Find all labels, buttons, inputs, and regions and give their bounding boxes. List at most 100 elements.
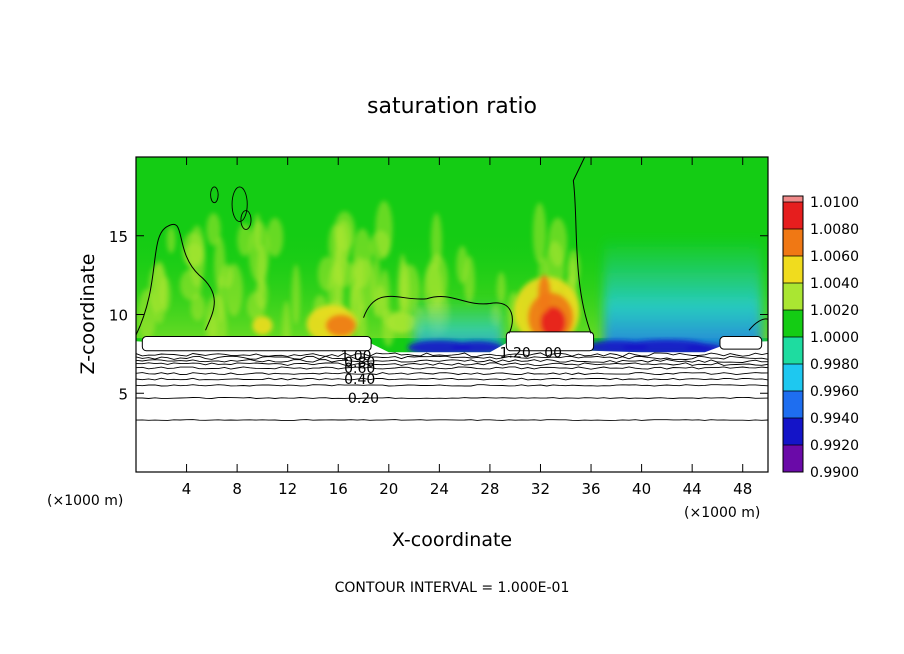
x-tick-label: 4 <box>182 480 192 498</box>
chart-title: saturation ratio <box>367 94 537 119</box>
moist-streak <box>375 200 393 258</box>
x-tick-label: 40 <box>632 480 651 498</box>
saturation-field <box>136 200 768 472</box>
plume <box>540 306 566 339</box>
contour-line <box>136 359 768 363</box>
cloud-block <box>719 336 763 350</box>
colorbar-swatch <box>783 337 803 364</box>
contour-line <box>136 396 768 399</box>
colorbar-swatch <box>783 364 803 391</box>
x-axis-ticks: 4 8 12 16 20 24 28 32 36 40 44 48 <box>182 157 752 498</box>
contour-label: 0.40 <box>344 372 375 388</box>
x-tick-label: 36 <box>581 480 600 498</box>
colorbar-label: 1.0100 <box>810 195 859 211</box>
plume <box>537 275 551 313</box>
cloud-block <box>505 331 595 352</box>
contour-line <box>136 377 768 381</box>
moist-streak <box>567 249 580 287</box>
x-tick-label: 24 <box>430 480 449 498</box>
plot-area <box>136 157 768 472</box>
moist-streak <box>398 253 408 317</box>
moist-streak <box>137 288 157 340</box>
isoline-loop <box>231 186 248 223</box>
x-axis-label: X-coordinate <box>392 529 512 551</box>
colorbar-label: 0.9900 <box>810 465 859 481</box>
x-axis-unit-left: (×1000 m) <box>47 493 123 509</box>
colorbar-label: 1.0060 <box>810 249 859 265</box>
colorbar-label: 0.9980 <box>810 357 859 373</box>
moist-streak <box>532 202 547 264</box>
contour-line <box>136 355 768 360</box>
contour-label: 00 <box>544 345 562 361</box>
moist-streak <box>166 226 176 254</box>
isoline-loop <box>240 210 252 230</box>
x-tick-label: 8 <box>232 480 242 498</box>
contour-line <box>136 372 768 376</box>
x-axis-unit-right: (×1000 m) <box>684 505 760 521</box>
x-tick-label: 20 <box>379 480 398 498</box>
moist-streak <box>208 314 218 339</box>
contour-label: 1.00 <box>340 348 371 364</box>
x-tick-label: 12 <box>278 480 297 498</box>
contour-label: 0.20 <box>348 391 379 407</box>
contour-line <box>136 419 768 421</box>
colorbar-label: 1.0000 <box>810 330 859 346</box>
contour-line <box>136 384 768 387</box>
moist-streak <box>152 261 167 324</box>
isoline <box>748 318 768 331</box>
colorbar-label: 1.0020 <box>810 303 859 319</box>
cyan-zone <box>603 235 762 353</box>
colorbar-swatch <box>783 445 803 472</box>
x-tick-label: 44 <box>683 480 702 498</box>
plume <box>252 316 273 335</box>
colorbar-swatch <box>783 202 803 229</box>
unsaturated-layer <box>136 338 768 472</box>
supersaturated-plumes <box>252 275 580 346</box>
contour-line <box>136 352 768 357</box>
contour-interval-footer: CONTOUR INTERVAL = 1.000E-01 <box>335 580 570 596</box>
contour-label: 1.20 <box>500 345 531 361</box>
contour-label: 0.60 <box>344 361 375 377</box>
blue-patch <box>407 340 471 355</box>
moist-streak <box>334 211 356 252</box>
moist-streak <box>206 212 221 246</box>
colorbar: 0.9900 0.9920 0.9940 0.9960 0.9980 1.0000 1.00… <box>782 195 859 481</box>
cloud-block <box>141 336 372 352</box>
colorbar-swatch <box>783 283 803 310</box>
plume <box>325 314 356 337</box>
x-tick-label: 16 <box>329 480 348 498</box>
contour-line <box>136 362 768 366</box>
moist-streak <box>496 272 506 305</box>
colorbar-label: 1.0080 <box>810 222 859 238</box>
y-axis-label: Z-coordinate <box>77 254 99 375</box>
colorbar-swatch <box>783 418 803 445</box>
moist-streak <box>237 223 252 257</box>
colorbar-swatch <box>783 310 803 337</box>
moist-streak <box>188 225 206 287</box>
isoline-loop <box>210 186 219 204</box>
blue-patch <box>452 341 503 354</box>
plume <box>386 311 417 334</box>
colorbar-label: 0.9940 <box>810 411 859 427</box>
colorbar-label: 1.0040 <box>810 276 859 292</box>
isoline <box>136 223 215 336</box>
moist-streak <box>373 285 387 319</box>
y-axis-ticks: 5 10 15 <box>109 228 768 403</box>
contour-line <box>136 366 768 370</box>
y-tick-label: 15 <box>109 228 128 246</box>
moist-streak <box>253 213 262 252</box>
colorbar-swatch <box>783 196 803 202</box>
moist-streak <box>291 264 301 325</box>
x-tick-label: 28 <box>480 480 499 498</box>
contour-labels: 0.20 0.400.600.801.00 1.20 00 <box>340 345 562 407</box>
moist-streak <box>463 255 475 305</box>
x-tick-label: 48 <box>733 480 752 498</box>
moist-streak <box>266 217 284 257</box>
moist-streak <box>256 244 267 297</box>
y-tick-label: 10 <box>109 307 128 325</box>
colorbar-swatch <box>783 256 803 283</box>
contour-lines <box>136 157 768 421</box>
blue-band <box>407 339 724 356</box>
moist-streak <box>332 259 355 288</box>
